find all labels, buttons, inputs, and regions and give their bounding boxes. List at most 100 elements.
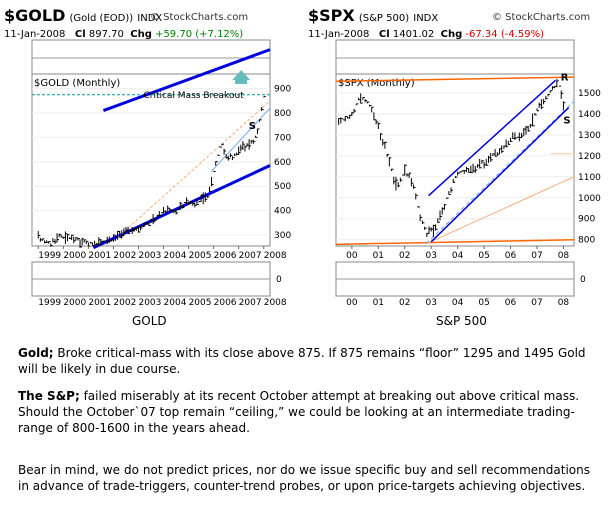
spx-top-strip — [335, 39, 575, 75]
gold-name: (Gold (EOD)) — [69, 13, 134, 24]
spx-close: 1401.02 — [392, 29, 435, 40]
gold-y-tick-label: 300 — [274, 231, 291, 241]
gold-lower-x-tick-label: 2005 — [189, 298, 212, 308]
spx-lower-channel-line — [430, 107, 570, 243]
spx-x-tick-label: 01 — [373, 251, 384, 261]
gold-lower-x-tick-label: 2006 — [214, 298, 237, 308]
spx-floor-line — [335, 238, 575, 246]
spx-support-s-label: S — [563, 115, 570, 126]
spx-name: (S&P 500) — [358, 13, 410, 24]
gold-symbol: $GOLD — [4, 6, 66, 25]
critical-mass-breakout-label: Critical Mass Breakout — [143, 91, 244, 101]
spx-quote-row: 11-Jan-2008 Cl 1401.02 Chg -67.34 (-4.59… — [308, 29, 544, 40]
gold-lower-x-tick-label: 2001 — [88, 298, 111, 308]
gold-x-tick-label: 2000 — [63, 251, 86, 261]
gold-support-trendline — [210, 107, 271, 172]
gold-y-tick-label: 500 — [274, 182, 291, 192]
gold-chart-panel: $GOLD (Gold (EOD)) INDX © StockCharts.co… — [0, 0, 300, 330]
spx-x-tick-label: 05 — [478, 251, 489, 261]
gold-y-tick-label: 800 — [274, 109, 291, 119]
gold-exchange: INDX — [137, 13, 163, 24]
spx-title: $SPX (S&P 500) INDX — [308, 6, 438, 25]
spx-x-tick-label: 04 — [452, 251, 464, 261]
gold-x-tick-label: 2005 — [189, 251, 212, 261]
gold-support-s-label: S — [249, 121, 256, 132]
spx-lower-x-tick-label: 05 — [478, 298, 489, 308]
gold-lower-x-tick-label: 1999 — [38, 298, 61, 308]
spx-commentary-text: failed miserably at its recent October a… — [18, 389, 580, 435]
gold-dashed-trendline — [113, 100, 271, 242]
gold-lower-zero-label: 0 — [276, 275, 282, 285]
gold-lower-channel-line — [92, 164, 271, 250]
gold-y-tick-label: 400 — [274, 207, 291, 217]
spx-y-tick-label: 1000 — [578, 194, 601, 204]
spx-lower-x-tick-label: 06 — [505, 298, 517, 308]
spx-lower-zero-label: 0 — [580, 275, 586, 285]
spx-symbol: $SPX — [308, 6, 355, 25]
spx-x-tick-label: 03 — [425, 251, 436, 261]
spx-y-tick-label: 800 — [578, 236, 595, 246]
spx-resistance-line — [335, 76, 575, 83]
spx-lower-x-tick-label: 03 — [425, 298, 436, 308]
gold-top-strip — [31, 39, 271, 75]
gold-chart-svg: 0 300 400 500 600 700 800 900 $GOLD (Monthly) 199… — [31, 39, 291, 308]
gold-caption: GOLD — [132, 314, 167, 328]
spx-y-tick-label: 1400 — [578, 110, 601, 120]
gold-close-label: Cl — [74, 29, 86, 40]
gold-x-tick-label: 2007 — [239, 251, 262, 261]
spx-y-tick-label: 1500 — [578, 89, 601, 99]
gold-x-tick-label: 2004 — [164, 251, 187, 261]
gold-commentary-text: Broke critical-mass with its close above… — [18, 346, 586, 376]
gold-commentary: Gold; Broke critical-mass with its close… — [18, 345, 590, 377]
breakout-up-arrow-icon — [232, 70, 251, 84]
spx-lower-x-tick-label: 02 — [399, 298, 410, 308]
gold-lower-x-tick-label: 2007 — [239, 298, 262, 308]
spx-y-tick-label: 1100 — [578, 173, 601, 183]
spx-caption: S&P 500 — [436, 314, 487, 328]
gold-quote-row: 11-Jan-2008 Cl 897.70 Chg +59.70 (+7.12%… — [4, 29, 243, 40]
gold-brand: © StockCharts.com — [150, 12, 249, 23]
gold-commentary-bold: Gold; — [18, 346, 54, 360]
gold-lower-x-tick-label: 2003 — [138, 298, 161, 308]
gold-chart-label: $GOLD (Monthly) — [34, 78, 120, 89]
gold-title: $GOLD (Gold (EOD)) INDX — [4, 6, 162, 25]
spx-close-label: Cl — [378, 29, 390, 40]
spx-lower-x-tick-label: 08 — [558, 298, 570, 308]
gold-x-tick-label: 2002 — [113, 251, 136, 261]
gold-y-tick-label: 700 — [274, 133, 291, 143]
spx-lower-x-tick-label: 01 — [373, 298, 384, 308]
spx-resistance-r-label: R — [561, 72, 569, 83]
spx-chart-panel: $SPX (S&P 500) INDX © StockCharts.com 11… — [304, 0, 604, 330]
gold-chg-label: Chg — [130, 29, 152, 40]
gold-upper-channel-line — [102, 48, 271, 113]
spx-x-tick-label: 00 — [346, 251, 358, 261]
gold-x-tick-label: 2008 — [264, 251, 287, 261]
spx-long-trendline — [425, 176, 575, 245]
spx-commentary: The S&P; failed miserably at its recent … — [18, 388, 590, 436]
spx-x-tick-label: 08 — [558, 251, 570, 261]
spx-dashed-channel-line — [425, 100, 575, 245]
gold-lower-x-tick-label: 2008 — [264, 298, 287, 308]
spx-x-tick-label: 07 — [531, 251, 542, 261]
spx-plot-frame — [335, 73, 575, 247]
spx-y-tick-label: 1200 — [578, 152, 601, 162]
spx-x-tick-label: 06 — [505, 251, 517, 261]
gold-lower-x-tick-label: 2000 — [63, 298, 86, 308]
spx-date: 11-Jan-2008 — [308, 29, 370, 40]
spx-lower-x-tick-label: 00 — [346, 298, 358, 308]
spx-commentary-bold: The S&P; — [18, 389, 80, 403]
gold-y-tick-label: 600 — [274, 158, 291, 168]
gold-change: +59.70 (+7.12%) — [155, 29, 244, 40]
spx-lower-x-tick-label: 07 — [531, 298, 542, 308]
spx-y-tick-label: 1300 — [578, 131, 601, 141]
spx-change: -67.34 (-4.59%) — [465, 29, 545, 40]
spx-upper-channel-line — [428, 79, 556, 197]
spx-y-tick-label: 900 — [578, 215, 595, 225]
gold-x-tick-label: 2003 — [138, 251, 161, 261]
gold-close: 897.70 — [88, 29, 124, 40]
disclaimer-text: Bear in mind, we do not predict prices, … — [18, 463, 590, 493]
gold-y-tick-label: 900 — [274, 85, 291, 95]
spx-brand: © StockCharts.com — [492, 12, 591, 23]
spx-chg-label: Chg — [440, 29, 463, 40]
